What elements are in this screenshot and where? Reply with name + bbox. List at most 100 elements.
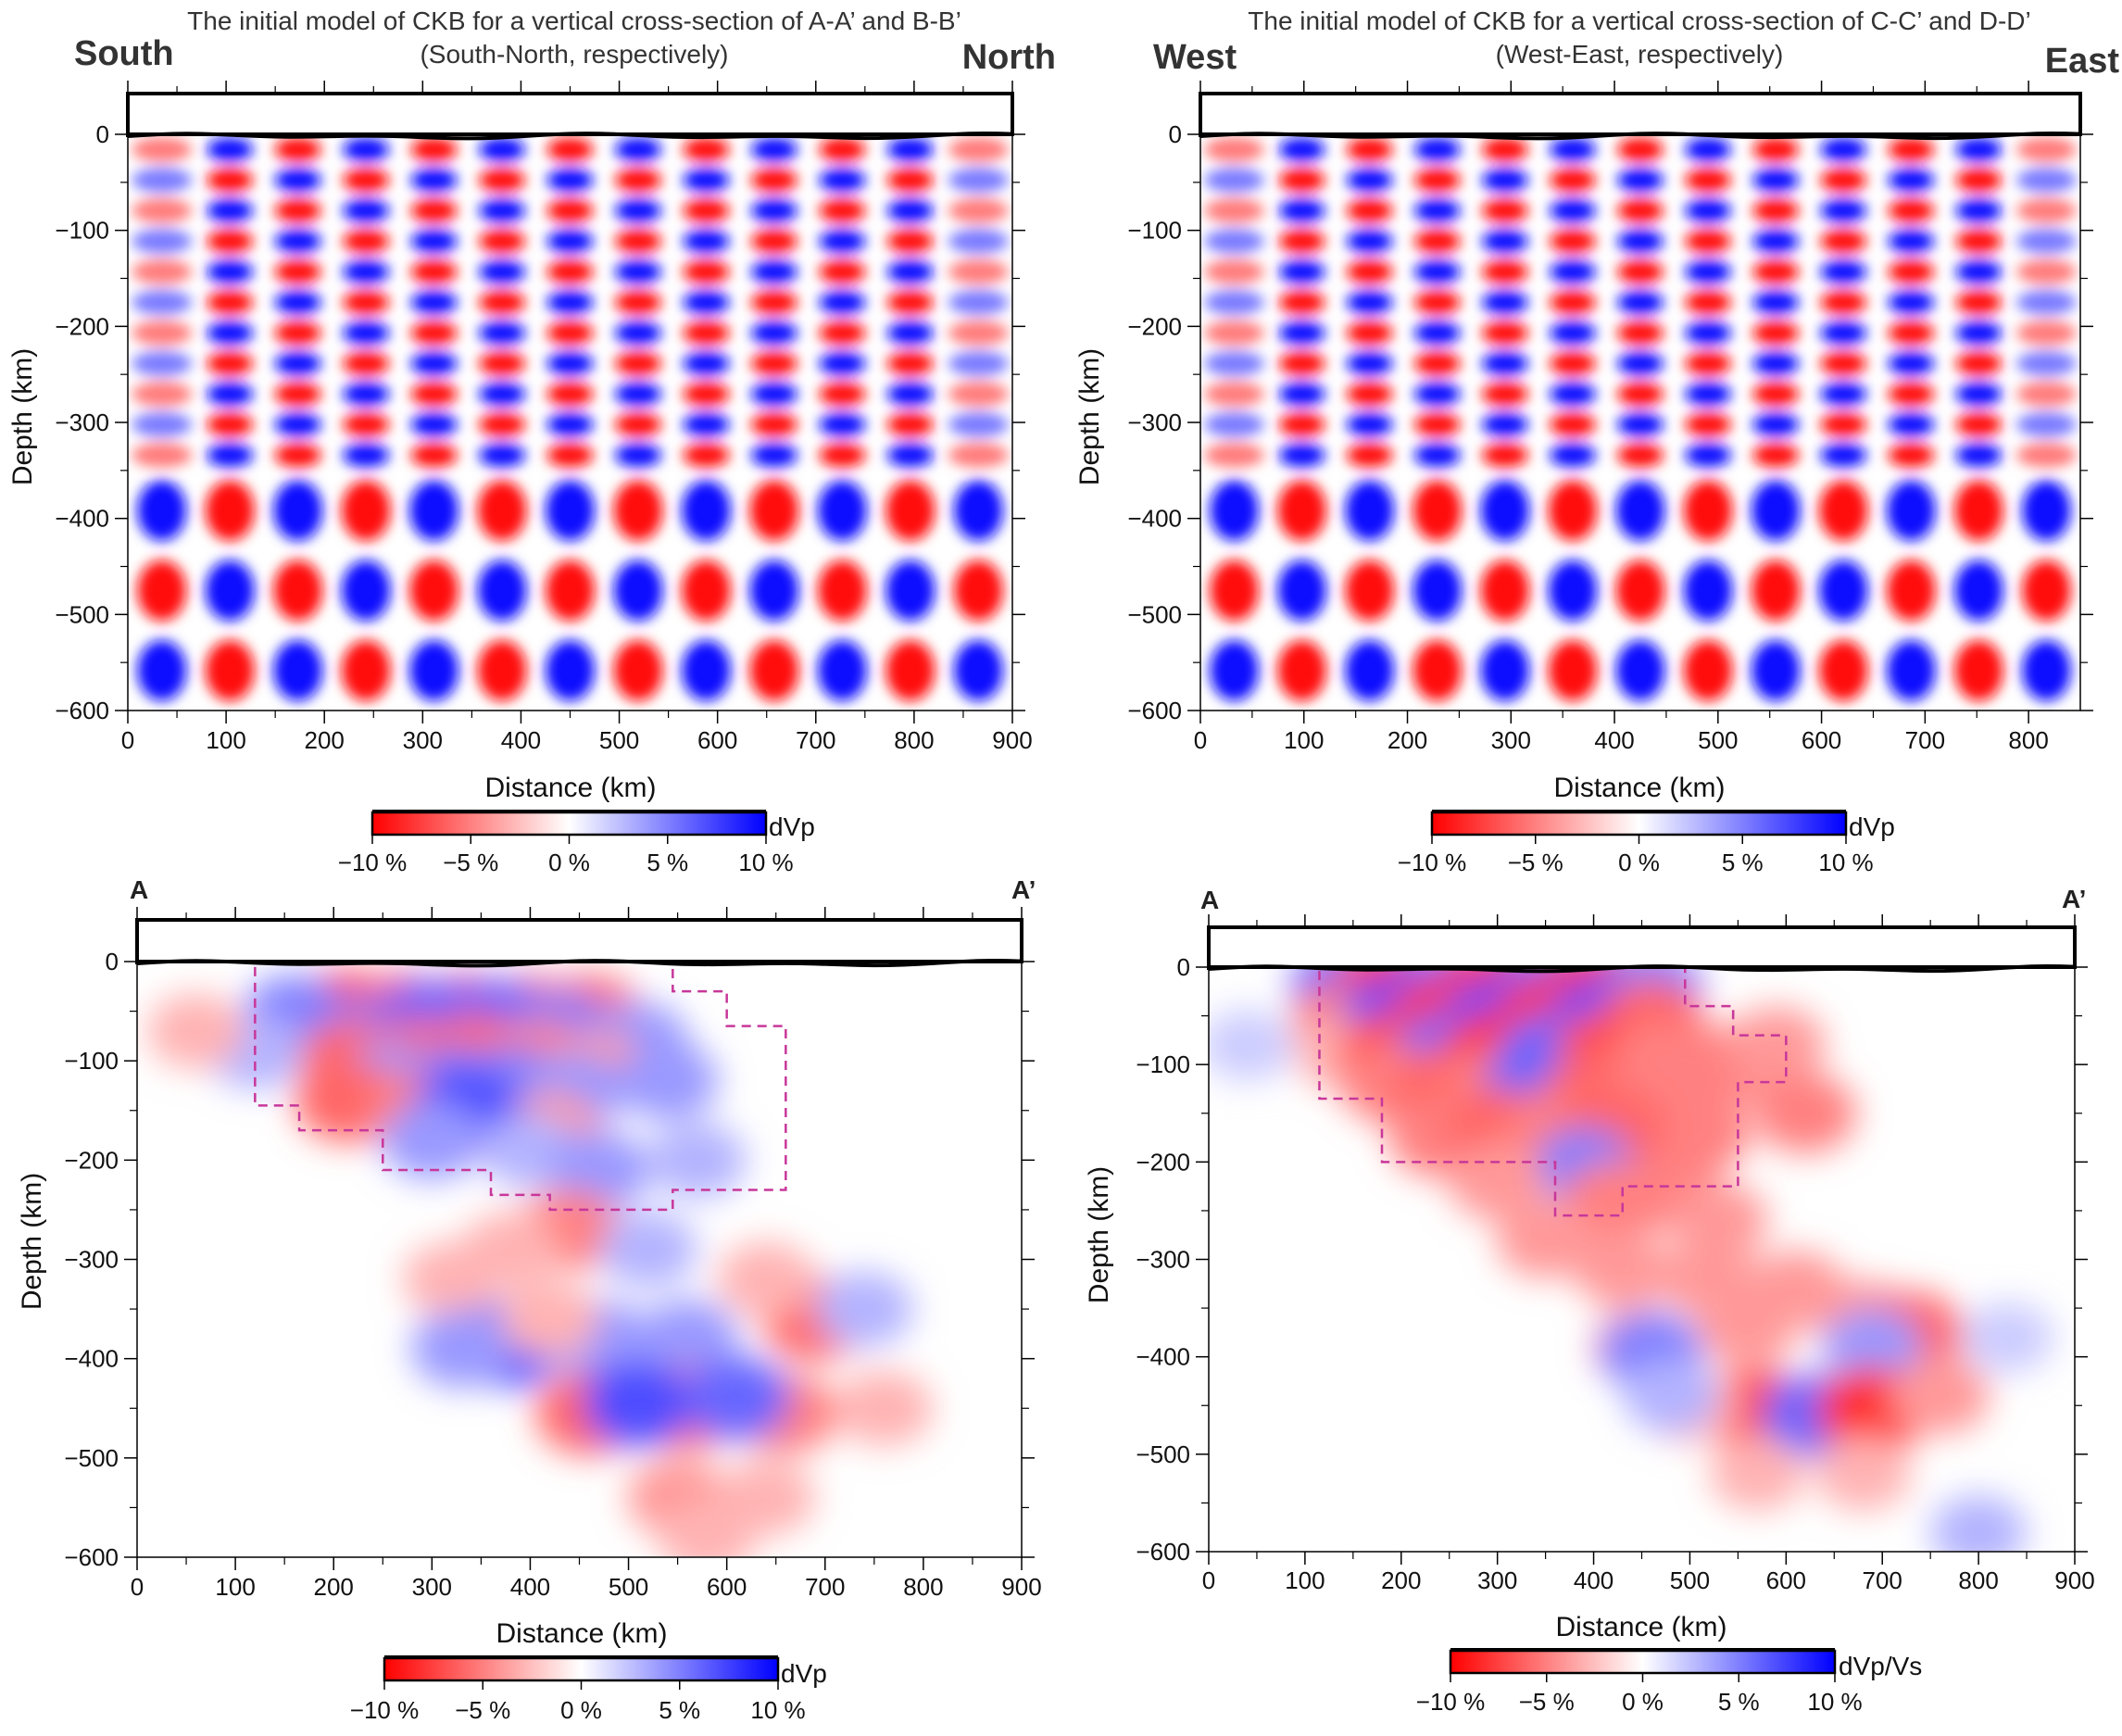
checker-cell bbox=[1617, 443, 1664, 468]
checker-cell bbox=[1818, 480, 1868, 541]
checker-cell bbox=[132, 412, 193, 437]
checker-cell bbox=[479, 229, 526, 254]
anomaly-blob bbox=[410, 1309, 512, 1388]
checker-cell bbox=[1954, 639, 2003, 701]
checker-cell bbox=[343, 351, 390, 376]
checker-cell bbox=[1955, 137, 2003, 162]
checker-cell bbox=[1278, 443, 1325, 468]
checker-cell bbox=[817, 639, 867, 701]
checker-cell bbox=[410, 290, 458, 315]
checker-cell bbox=[1204, 137, 1264, 162]
x-tick-label: 400 bbox=[501, 726, 541, 754]
checker-cell bbox=[274, 321, 321, 346]
checker-cell bbox=[749, 480, 799, 541]
checker-cell bbox=[1888, 259, 1935, 284]
checker-cell bbox=[1820, 168, 1867, 193]
checker-cell bbox=[410, 382, 458, 407]
checker-cell bbox=[1278, 351, 1325, 376]
checker-cell bbox=[410, 137, 458, 162]
checker-cell bbox=[137, 639, 187, 701]
checker-cell bbox=[1482, 137, 1528, 162]
checker-cell bbox=[132, 382, 193, 407]
checker-cell bbox=[479, 168, 526, 193]
checker-cell bbox=[1888, 168, 1935, 193]
checker-cell bbox=[1683, 639, 1733, 701]
y-tick-label: 0 bbox=[1177, 953, 1190, 981]
anomaly-blob bbox=[1709, 1437, 1805, 1511]
checker-cell bbox=[1615, 480, 1665, 541]
checker-cell bbox=[1685, 259, 1731, 284]
checker-cell bbox=[1278, 412, 1325, 437]
checker-cell bbox=[479, 259, 526, 284]
checkerboard bbox=[132, 137, 1009, 701]
checker-cell bbox=[885, 480, 935, 541]
x-tick-label: 200 bbox=[314, 1573, 354, 1601]
checker-cell bbox=[1752, 351, 1799, 376]
plot-area: 0 100 200 300 400 500 600 700 800 0 −100 −200 −300 −4… bbox=[1127, 81, 2093, 754]
checker-cell bbox=[614, 321, 661, 346]
checker-cell bbox=[1482, 382, 1528, 407]
checker-cell bbox=[546, 137, 594, 162]
checker-cell bbox=[614, 382, 661, 407]
checker-cell bbox=[1413, 351, 1461, 376]
checker-cell bbox=[1278, 321, 1325, 346]
checker-cell bbox=[750, 321, 797, 346]
checker-cell bbox=[948, 443, 1009, 468]
checker-cell bbox=[137, 560, 187, 622]
anomaly-blob bbox=[599, 1212, 697, 1288]
checker-cell bbox=[1277, 639, 1326, 701]
checker-cell bbox=[1617, 382, 1664, 407]
checker-cell bbox=[546, 168, 594, 193]
checker-cell bbox=[1413, 443, 1461, 468]
checker-cell bbox=[1346, 168, 1393, 193]
checker-cell bbox=[274, 259, 321, 284]
checker-cell bbox=[2016, 229, 2077, 254]
topography-box bbox=[126, 92, 1014, 136]
x-tick-label: 500 bbox=[1670, 1566, 1710, 1594]
colorbar-tick-label: 0 % bbox=[548, 849, 590, 876]
checker-cell bbox=[1210, 639, 1259, 701]
checker-cell bbox=[1345, 639, 1394, 701]
direction-label-left: West bbox=[1153, 38, 1237, 77]
checker-cell bbox=[1482, 168, 1528, 193]
anomaly-blob bbox=[1496, 1201, 1595, 1278]
checker-cell bbox=[1550, 168, 1596, 193]
checker-cell bbox=[1886, 480, 1936, 541]
checker-cell bbox=[207, 168, 254, 193]
checker-cell bbox=[886, 412, 934, 437]
y-tick-label: −200 bbox=[55, 312, 109, 340]
checker-cell bbox=[1278, 290, 1325, 315]
colorbar-tick-label: 10 % bbox=[1807, 1688, 1862, 1716]
checker-cell bbox=[613, 560, 663, 622]
direction-label-right: East bbox=[2045, 42, 2120, 81]
colorbar-gradient bbox=[1449, 1649, 1837, 1675]
checker-cell bbox=[1752, 382, 1799, 407]
checker-cell bbox=[1278, 198, 1325, 223]
checker-cell bbox=[205, 560, 255, 622]
checker-cell bbox=[1954, 480, 2003, 541]
y-axis-label: Depth (km) bbox=[1074, 348, 1105, 485]
colorbar-tick-label: 5 % bbox=[647, 849, 688, 876]
checker-cell bbox=[1278, 229, 1325, 254]
y-tick-label: −400 bbox=[1127, 505, 1182, 533]
checker-cell bbox=[1204, 443, 1264, 468]
checker-cell bbox=[1482, 259, 1528, 284]
checker-cell bbox=[2016, 259, 2077, 284]
checker-cell bbox=[1548, 639, 1598, 701]
x-axis-label: Distance (km) bbox=[484, 773, 656, 803]
checker-cell bbox=[343, 290, 390, 315]
checker-cell bbox=[343, 321, 390, 346]
checker-cell bbox=[886, 382, 934, 407]
checker-cell bbox=[1278, 168, 1325, 193]
anomaly-blob bbox=[717, 1241, 815, 1317]
y-tick-label: −600 bbox=[1136, 1538, 1190, 1566]
checker-cell bbox=[1413, 412, 1461, 437]
checker-cell bbox=[613, 639, 663, 701]
anomaly-blob bbox=[1573, 1230, 1672, 1308]
checker-cell bbox=[1278, 259, 1325, 284]
checker-cell bbox=[681, 639, 731, 701]
checker-cell bbox=[681, 560, 731, 622]
checker-cell bbox=[207, 290, 254, 315]
checker-cell bbox=[1210, 560, 1259, 622]
checker-cell bbox=[1482, 351, 1528, 376]
